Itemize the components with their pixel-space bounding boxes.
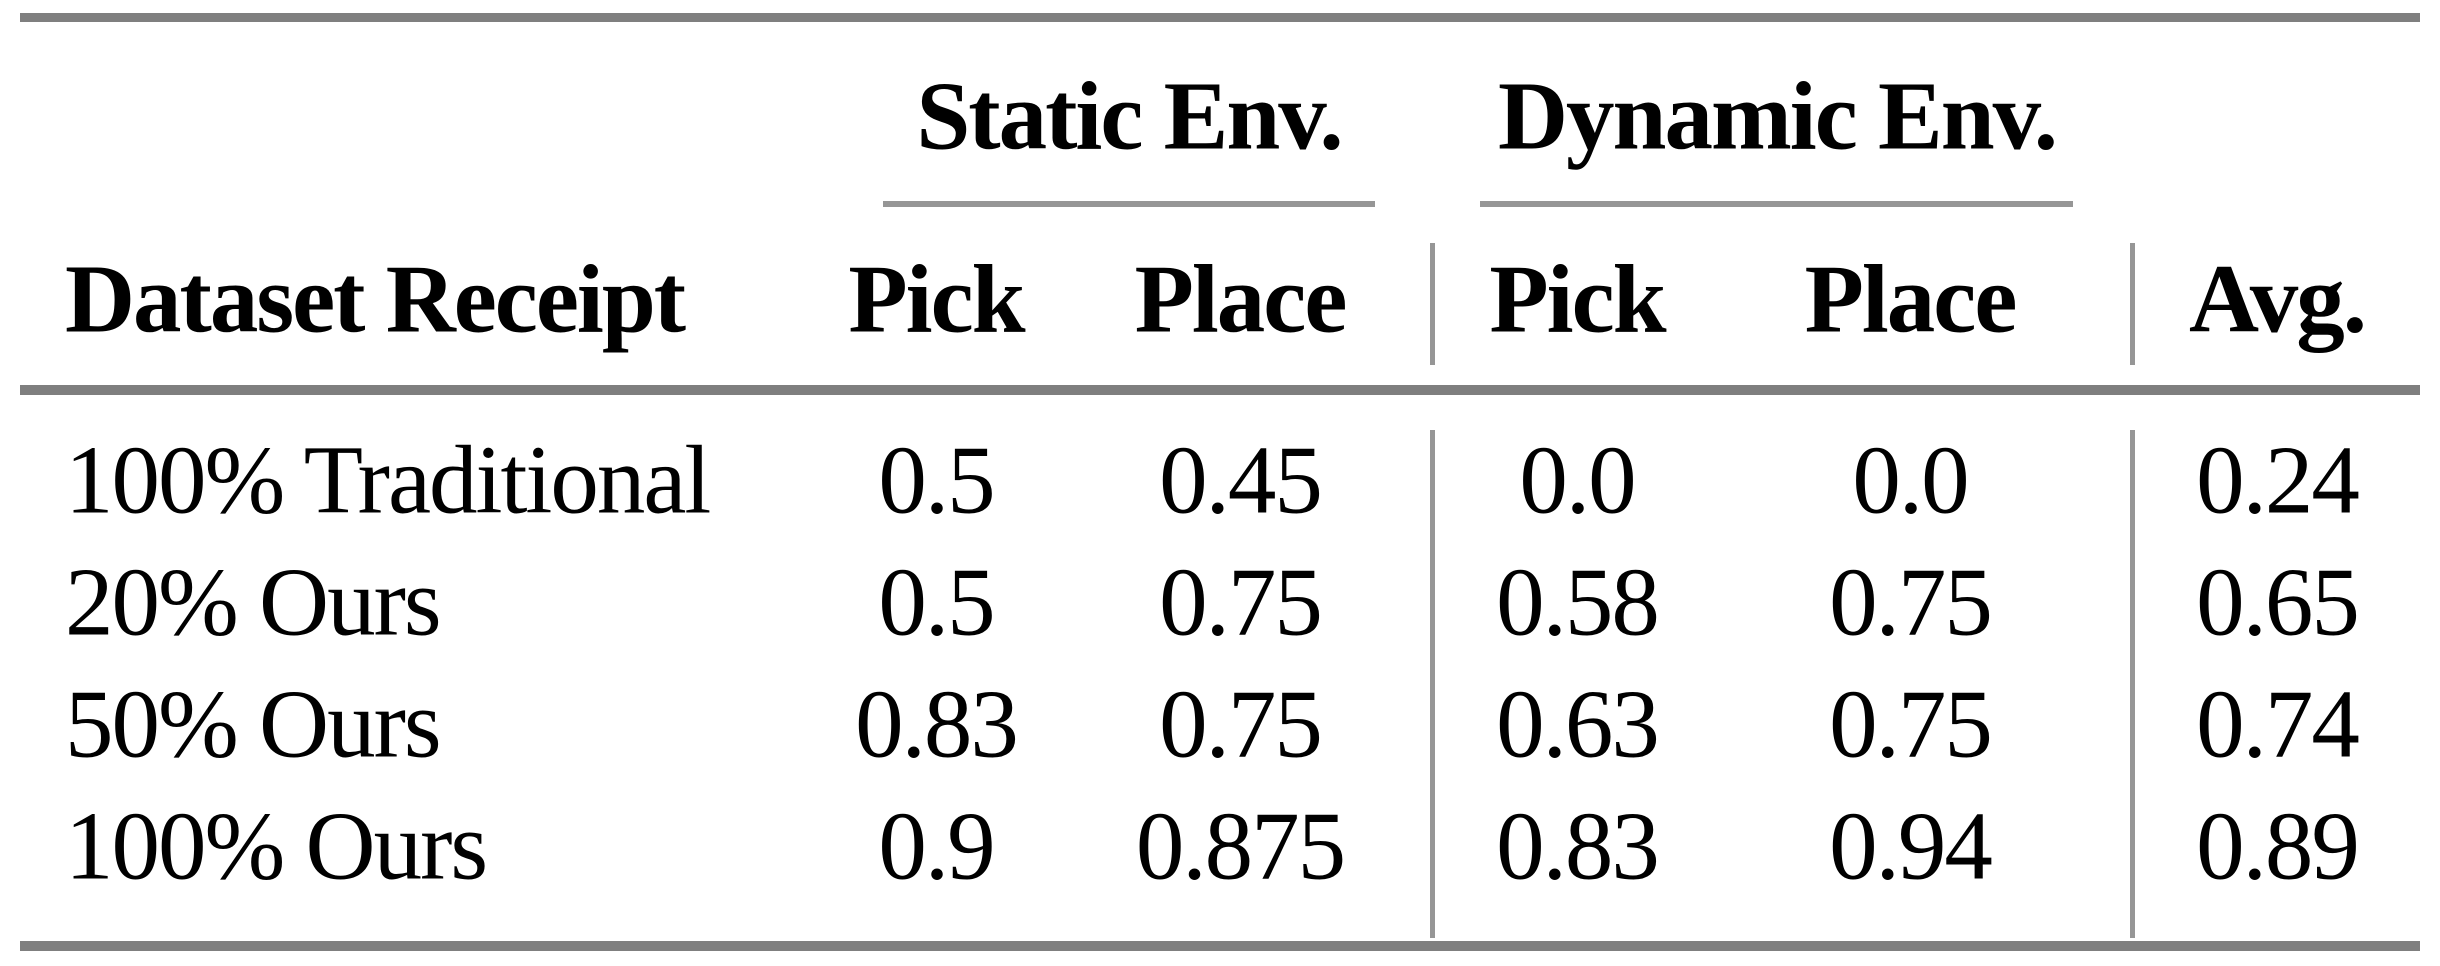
cell-dynamic-place: 0.75 (1829, 670, 1993, 778)
col-separator-2-body (2130, 430, 2135, 938)
col-header-static-place: Place (1134, 245, 1348, 353)
cell-dynamic-place: 0.75 (1829, 548, 1993, 656)
cell-static-place: 0.75 (1159, 548, 1323, 656)
table-header-rule (20, 385, 2420, 395)
cell-dynamic-pick: 0.63 (1496, 670, 1660, 778)
cell-static-pick: 0.83 (855, 670, 1019, 778)
cell-dynamic-pick: 0.0 (1519, 426, 1636, 534)
col-separator-1-body (1430, 430, 1435, 938)
cell-static-pick: 0.5 (878, 426, 995, 534)
col-separator-1-header (1430, 243, 1435, 365)
col-header-dynamic-pick: Pick (1489, 245, 1666, 353)
dynamic-env-cmidrule (1480, 201, 2073, 207)
col-header-static-pick: Pick (848, 245, 1025, 353)
table-top-rule (20, 13, 2420, 22)
col-header-dynamic-place: Place (1804, 245, 2018, 353)
cell-dynamic-place: 0.0 (1852, 426, 1969, 534)
cell-static-pick: 0.9 (878, 792, 995, 900)
cell-static-pick: 0.5 (878, 548, 995, 656)
cell-static-place: 0.875 (1135, 792, 1346, 900)
cell-dynamic-pick: 0.83 (1496, 792, 1660, 900)
cell-avg: 0.89 (2196, 792, 2360, 900)
cell-static-place: 0.75 (1159, 670, 1323, 778)
cell-avg: 0.24 (2196, 426, 2360, 534)
col-header-avg: Avg. (2188, 245, 2367, 353)
table-bottom-rule (20, 941, 2420, 951)
cell-dynamic-pick: 0.58 (1496, 548, 1660, 656)
group-header-static-env: Static Env. (916, 62, 1343, 170)
group-header-dynamic-env: Dynamic Env. (1497, 62, 2058, 170)
col-separator-2-header (2130, 243, 2135, 365)
row-label: 100% Traditional (65, 426, 711, 534)
row-label: 20% Ours (65, 548, 442, 656)
col-header-dataset-receipt: Dataset Receipt (65, 245, 686, 353)
cell-avg: 0.74 (2196, 670, 2360, 778)
cell-dynamic-place: 0.94 (1829, 792, 1993, 900)
static-env-cmidrule (883, 201, 1375, 207)
cell-static-place: 0.45 (1159, 426, 1323, 534)
row-label: 50% Ours (65, 670, 442, 778)
row-label: 100% Ours (65, 792, 488, 900)
cell-avg: 0.65 (2196, 548, 2360, 656)
